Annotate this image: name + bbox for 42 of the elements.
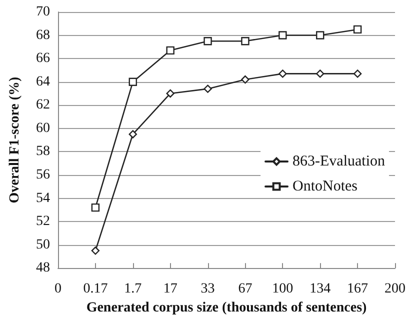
y-tick-label: 52	[36, 214, 50, 230]
y-tick-label: 48	[36, 260, 50, 276]
y-tick-label: 50	[36, 237, 50, 252]
y-tick-label: 54	[36, 190, 50, 206]
y-tick-label: 62	[36, 98, 50, 113]
x-tick-label: 100	[272, 282, 294, 297]
x-tick-label: 67	[238, 282, 252, 297]
x-tick-label: 200	[384, 282, 406, 297]
x-tick-label: 1.7	[124, 282, 142, 297]
point	[316, 31, 324, 40]
point	[91, 203, 100, 212]
x-tick-label: 134	[310, 282, 331, 297]
x-tick-label: 167	[347, 282, 368, 297]
point	[128, 78, 137, 86]
x-tick-label: 33	[200, 282, 215, 297]
legend-label: 863-Evaluation	[292, 154, 386, 170]
legend-label: OntoNotes	[292, 178, 358, 194]
point	[353, 70, 362, 78]
point	[241, 37, 250, 46]
point	[353, 25, 362, 34]
y-tick-label: 56	[36, 167, 50, 182]
y-tick-label: 58	[36, 144, 50, 160]
y-axis-title: Overall F1-score (%)	[8, 76, 22, 204]
x-axis-title: Generated corpus size (thousands of sentences)	[86, 300, 368, 316]
y-tick-label: 68	[36, 28, 50, 43]
point	[278, 70, 287, 78]
y-tick-label: 64	[36, 74, 50, 90]
point	[204, 84, 212, 93]
y-tick-label: 70	[36, 4, 50, 20]
point	[166, 46, 174, 55]
x-tick-label: 17	[163, 282, 178, 297]
y-tick-label: 66	[36, 51, 50, 66]
x-tick-label: 0.17	[83, 282, 108, 297]
point	[316, 70, 324, 78]
point	[128, 130, 137, 138]
point	[278, 31, 287, 40]
x-tick-label: 0	[54, 282, 62, 297]
y-tick-label: 60	[36, 120, 50, 136]
point	[204, 37, 212, 46]
point	[241, 75, 250, 84]
point	[91, 246, 100, 255]
point	[166, 89, 174, 98]
